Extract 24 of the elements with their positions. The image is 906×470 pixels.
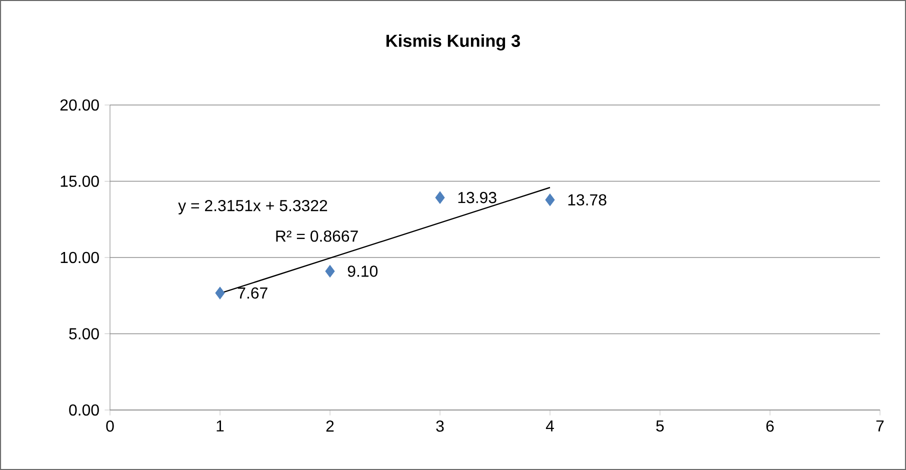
y-tick-label: 15.00 <box>60 176 99 187</box>
point <box>325 264 335 278</box>
x-tick-label: 5 <box>656 420 664 432</box>
x-tick-label: 2 <box>326 420 334 432</box>
point <box>215 286 225 300</box>
annotation: y = 2.3151x + 5.3322 <box>178 200 328 214</box>
x-tick-label: 3 <box>436 420 444 432</box>
y-tick-label: 5.00 <box>69 328 99 340</box>
data-label: 13.93 <box>458 192 496 204</box>
data-label: 13.78 <box>568 194 606 206</box>
x-tick-label: 6 <box>766 420 774 432</box>
point <box>435 191 445 204</box>
y-tick-label: 20.00 <box>60 99 99 111</box>
x-tick-label: 4 <box>546 420 554 432</box>
data-label: 7.67 <box>238 287 268 299</box>
chart-title: Kismis Kuning 3 <box>386 34 520 50</box>
point <box>545 194 555 206</box>
x-tick-label: 1 <box>216 420 224 432</box>
y-tick-label: 0.00 <box>69 404 99 416</box>
x-tick-label: 7 <box>876 420 884 432</box>
y-tick-label: 10.00 <box>60 252 99 264</box>
x-tick-label: 0 <box>106 420 114 432</box>
data-label: 9.10 <box>348 266 378 277</box>
annotation: R² = 0.8667 <box>276 230 358 242</box>
